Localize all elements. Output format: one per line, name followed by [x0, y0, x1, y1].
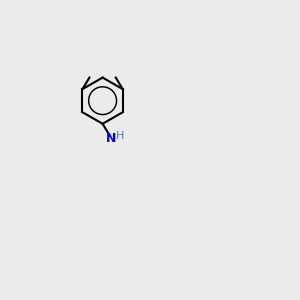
- Text: H: H: [116, 131, 124, 142]
- Text: N: N: [106, 132, 116, 145]
